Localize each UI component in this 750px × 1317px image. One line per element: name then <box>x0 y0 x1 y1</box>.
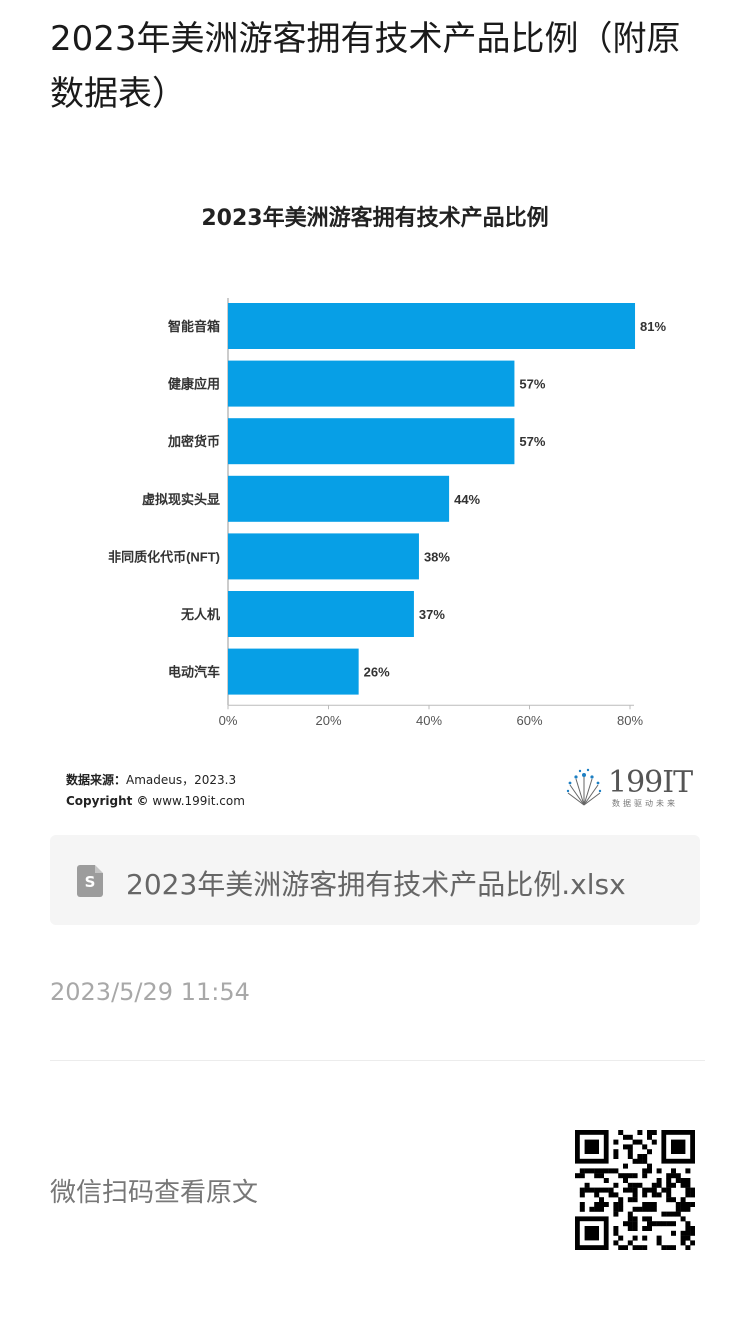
x-tick-label: 0% <box>219 713 238 728</box>
source-label: 数据来源： <box>66 773 127 787</box>
brand-slogan: 数据驱动未来 <box>612 799 678 808</box>
x-tick-label: 40% <box>416 713 442 728</box>
bar <box>228 360 515 407</box>
category-label: 加密货币 <box>167 434 220 449</box>
bar <box>228 533 419 580</box>
attachment-card[interactable]: S 2023年美洲游客拥有技术产品比例.xlsx <box>50 835 700 925</box>
bar <box>228 648 359 695</box>
chart-source: 数据来源：Amadeus，2023.3 Copyright © www.199i… <box>66 770 245 812</box>
bar-chart: 智能音箱 81% 健康应用 57% 加密货币 57% 虚拟现实头显 44% 非同质化代币(NFT… <box>108 298 666 728</box>
category-label: 非同质化代币(NFT) <box>108 549 220 564</box>
bar <box>228 475 450 522</box>
brand-name: 199IT <box>608 765 693 800</box>
copyright-value: www.199it.com <box>152 794 245 808</box>
data-label: 37% <box>419 607 445 622</box>
attachment-file-name[interactable]: 2023年美洲游客拥有技术产品比例.xlsx <box>126 868 626 901</box>
divider <box>50 1060 705 1061</box>
source-value: Amadeus，2023.3 <box>126 773 237 787</box>
publish-timestamp: 2023/5/29 11:54 <box>50 978 250 1006</box>
dandelion-logo-icon <box>566 768 602 806</box>
data-label: 26% <box>364 665 390 680</box>
chart-title: 2023年美洲游客拥有技术产品比例 <box>201 206 549 231</box>
x-tick-label: 60% <box>516 713 542 728</box>
qr-code-icon[interactable] <box>575 1130 695 1250</box>
chart-image: 2023年美洲游客拥有技术产品比例 智能音箱 81% 健康应用 57% 加密货币 57% 虚… <box>50 180 700 820</box>
data-label: 57% <box>519 377 545 392</box>
data-label: 38% <box>424 549 450 564</box>
bar <box>228 303 636 349</box>
data-label: 44% <box>454 492 480 507</box>
data-label: 81% <box>640 319 666 334</box>
category-label: 虚拟现实头显 <box>142 492 220 507</box>
category-label: 电动汽车 <box>168 665 220 680</box>
bar <box>228 591 414 637</box>
x-tick-label: 80% <box>617 713 643 728</box>
copyright-label: Copyright © <box>66 794 149 808</box>
bar <box>228 418 515 465</box>
data-label: 57% <box>519 434 545 449</box>
category-label: 智能音箱 <box>168 319 220 334</box>
article-title: 2023年美洲游客拥有技术产品比例（附原数据表） <box>50 19 681 114</box>
x-tick-label: 20% <box>315 713 341 728</box>
category-label: 健康应用 <box>168 377 220 392</box>
category-label: 无人机 <box>180 607 220 622</box>
spreadsheet-file-icon: S <box>77 865 103 897</box>
brand-logo: 199IT 数据驱动未来 <box>560 765 700 811</box>
scan-to-view-text: 微信扫码查看原文 <box>50 1178 259 1208</box>
